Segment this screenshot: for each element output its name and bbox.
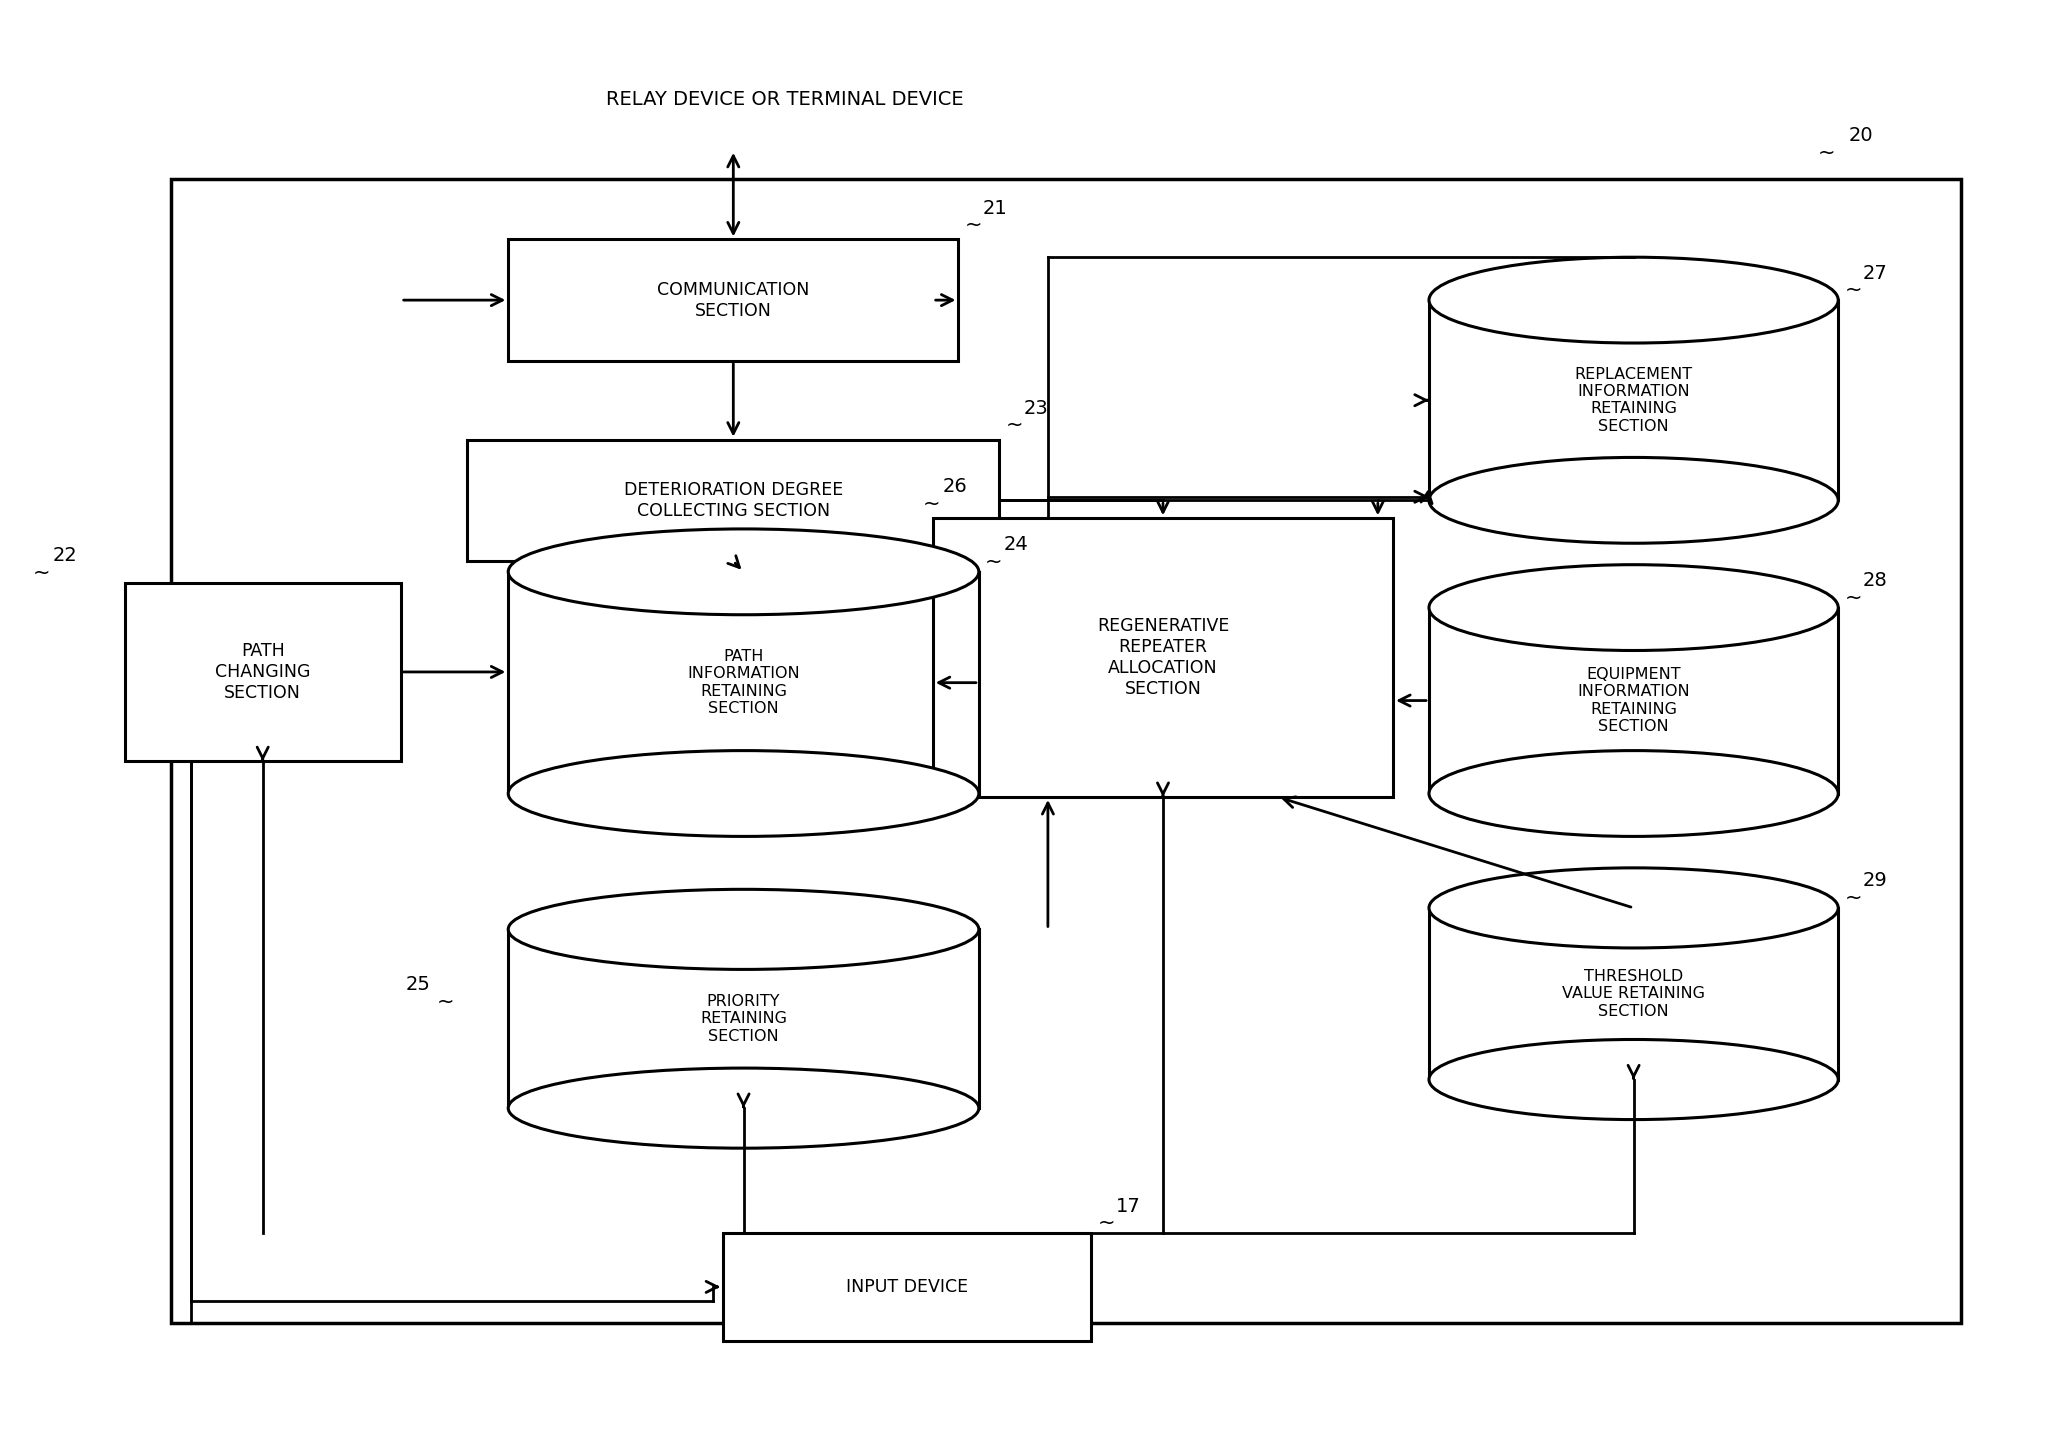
Ellipse shape bbox=[509, 890, 978, 969]
Text: PRIORITY
RETAINING
SECTION: PRIORITY RETAINING SECTION bbox=[700, 993, 787, 1044]
Text: THRESHOLD
VALUE RETAINING
SECTION: THRESHOLD VALUE RETAINING SECTION bbox=[1561, 969, 1706, 1018]
Text: 20: 20 bbox=[1848, 126, 1873, 146]
Text: COMMUNICATION
SECTION: COMMUNICATION SECTION bbox=[657, 280, 810, 319]
Text: ~: ~ bbox=[33, 562, 49, 582]
Text: ~: ~ bbox=[1005, 414, 1024, 435]
Bar bbox=[1430, 300, 1838, 500]
Text: PATH
INFORMATION
RETAINING
SECTION: PATH INFORMATION RETAINING SECTION bbox=[688, 648, 799, 716]
Ellipse shape bbox=[509, 1069, 978, 1148]
Text: 24: 24 bbox=[1003, 536, 1028, 554]
Text: DETERIORATION DEGREE
COLLECTING SECTION: DETERIORATION DEGREE COLLECTING SECTION bbox=[624, 481, 843, 520]
Ellipse shape bbox=[509, 751, 978, 836]
Text: 27: 27 bbox=[1862, 264, 1887, 283]
Ellipse shape bbox=[1430, 868, 1838, 947]
FancyBboxPatch shape bbox=[171, 179, 1961, 1323]
Text: ~: ~ bbox=[1098, 1213, 1114, 1233]
Text: ~: ~ bbox=[1844, 888, 1862, 908]
Text: 26: 26 bbox=[943, 478, 968, 497]
Bar bbox=[1430, 908, 1838, 1080]
Text: 29: 29 bbox=[1862, 872, 1887, 891]
Text: ~: ~ bbox=[923, 494, 939, 514]
Text: 25: 25 bbox=[406, 975, 431, 993]
Text: 23: 23 bbox=[1024, 399, 1049, 417]
Text: INPUT DEVICE: INPUT DEVICE bbox=[847, 1278, 968, 1295]
Text: ~: ~ bbox=[964, 215, 983, 235]
Text: EQUIPMENT
INFORMATION
RETAINING
SECTION: EQUIPMENT INFORMATION RETAINING SECTION bbox=[1578, 667, 1689, 734]
Text: ~: ~ bbox=[985, 552, 1003, 572]
FancyBboxPatch shape bbox=[468, 439, 999, 562]
Ellipse shape bbox=[509, 529, 978, 615]
Ellipse shape bbox=[1430, 565, 1838, 650]
Text: ~: ~ bbox=[437, 992, 453, 1011]
Text: PATH
CHANGING
SECTION: PATH CHANGING SECTION bbox=[214, 643, 311, 702]
Text: ~: ~ bbox=[1844, 280, 1862, 300]
Text: 17: 17 bbox=[1117, 1197, 1141, 1216]
FancyBboxPatch shape bbox=[124, 582, 402, 761]
Ellipse shape bbox=[1430, 751, 1838, 836]
Text: ~: ~ bbox=[1844, 588, 1862, 608]
FancyBboxPatch shape bbox=[723, 1233, 1092, 1340]
Text: 28: 28 bbox=[1862, 572, 1887, 591]
Text: ~: ~ bbox=[1817, 143, 1835, 163]
Ellipse shape bbox=[1430, 257, 1838, 344]
FancyBboxPatch shape bbox=[509, 240, 958, 361]
Text: REGENERATIVE
REPEATER
ALLOCATION
SECTION: REGENERATIVE REPEATER ALLOCATION SECTION bbox=[1096, 618, 1230, 697]
FancyBboxPatch shape bbox=[933, 518, 1393, 797]
Bar bbox=[509, 930, 978, 1108]
Bar bbox=[509, 572, 978, 794]
Bar bbox=[1430, 608, 1838, 794]
Ellipse shape bbox=[1430, 1040, 1838, 1119]
Ellipse shape bbox=[1430, 458, 1838, 543]
Text: 21: 21 bbox=[983, 199, 1007, 218]
Text: RELAY DEVICE OR TERMINAL DEVICE: RELAY DEVICE OR TERMINAL DEVICE bbox=[606, 91, 964, 110]
Text: REPLACEMENT
INFORMATION
RETAINING
SECTION: REPLACEMENT INFORMATION RETAINING SECTIO… bbox=[1574, 367, 1693, 433]
Text: 22: 22 bbox=[54, 546, 78, 565]
